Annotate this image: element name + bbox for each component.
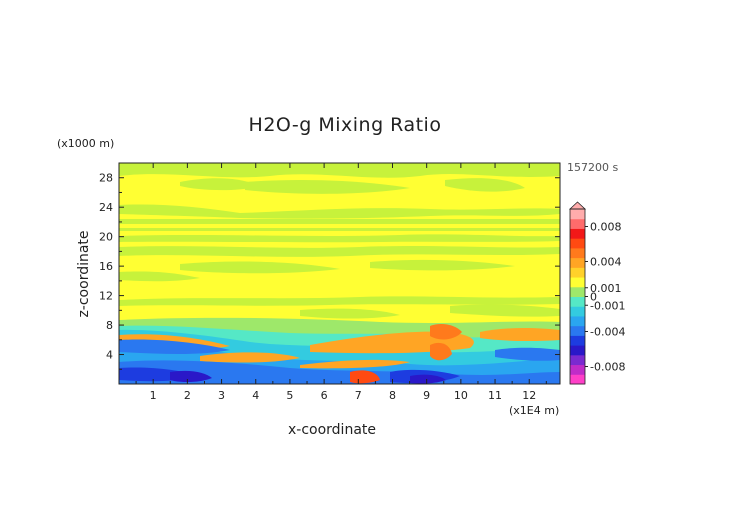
colorbar-swatch (570, 209, 585, 220)
colorbar-swatch (570, 335, 585, 346)
field-band (119, 271, 200, 282)
y-axis-label: z-coordinate (76, 230, 92, 318)
x-tick-label: 2 (184, 389, 191, 402)
field-band (119, 296, 560, 306)
field-band (445, 178, 525, 192)
colorbar-swatch (570, 354, 585, 366)
y-tick-label: 28 (99, 172, 113, 185)
x-tick-label: 8 (389, 389, 396, 402)
x-tick-label: 10 (454, 389, 468, 402)
field-band (430, 342, 452, 361)
field-band (350, 370, 380, 384)
heatmap-field (119, 163, 560, 384)
y-tick-label: 4 (106, 349, 113, 362)
field-band (450, 304, 560, 317)
colorbar-swatch (570, 315, 585, 327)
x-tick-label: 6 (321, 389, 328, 402)
field-band (410, 374, 446, 384)
colorbar-swatch (570, 306, 585, 317)
colorbar-label: -0.004 (590, 326, 625, 339)
y-tick-label: 16 (99, 260, 113, 273)
field-band (495, 347, 560, 361)
field-band (480, 328, 560, 342)
field-band (370, 259, 515, 271)
field-band (119, 219, 560, 224)
field-band (180, 261, 340, 274)
colorbar-label: -0.008 (590, 361, 625, 374)
colorbar-label: -0.001 (590, 299, 625, 312)
x-tick-label: 11 (488, 389, 502, 402)
colorbar-swatch (570, 345, 585, 356)
field-band (170, 370, 212, 383)
colorbar-label: 0.004 (590, 256, 622, 269)
x-tick-label: 7 (355, 389, 362, 402)
field-band (119, 246, 560, 257)
x-tick-label: 5 (286, 389, 293, 402)
field-band (119, 339, 230, 354)
field-band (180, 178, 260, 191)
field-band (119, 163, 560, 178)
colorbar-swatch (570, 218, 585, 229)
x-tick-label: 1 (150, 389, 157, 402)
y-tick-label: 20 (99, 231, 113, 244)
x-tick-label: 3 (218, 389, 225, 402)
colorbar-label: 0.001 (590, 282, 622, 295)
x-tick-label: 12 (522, 389, 536, 402)
colorbar-swatch (570, 267, 585, 278)
x-tick-label: 9 (423, 389, 430, 402)
field-band (300, 308, 400, 319)
y-tick-label: 24 (99, 201, 113, 214)
field-band (119, 228, 560, 231)
colorbar-swatch (570, 247, 585, 259)
colorbar-swatch (570, 238, 585, 249)
x-axis-unit: (x1E4 m) (509, 404, 560, 417)
colorbar-label: 0 (590, 291, 597, 304)
colorbar-extend-arrow (568, 201, 587, 210)
y-tick-label: 12 (99, 290, 113, 303)
colorbar-swatch (570, 325, 585, 336)
field-band (245, 180, 410, 194)
colorbar-swatch (570, 364, 585, 375)
field-band (119, 204, 560, 219)
y-axis-unit: (x1000 m) (57, 137, 115, 150)
field-band (430, 324, 462, 340)
colorbar-swatch (570, 277, 585, 288)
colorbar-swatch (570, 257, 585, 268)
field-band (200, 352, 300, 363)
field-band (119, 234, 560, 243)
x-tick-label: 4 (252, 389, 259, 402)
chart-title: H2O-g Mixing Ratio (248, 114, 442, 136)
colorbar-swatch (570, 286, 585, 297)
x-axis-label: x-coordinate (288, 422, 377, 438)
colorbar-swatch (570, 374, 585, 385)
colorbar-label: 0.008 (590, 221, 622, 234)
plot-frame (118, 162, 561, 385)
y-tick-label: 8 (106, 319, 113, 332)
field-band (300, 359, 410, 369)
time-label: 157200 s (567, 161, 619, 174)
colorbar-swatch (570, 228, 585, 239)
colorbar-swatch (570, 296, 585, 307)
